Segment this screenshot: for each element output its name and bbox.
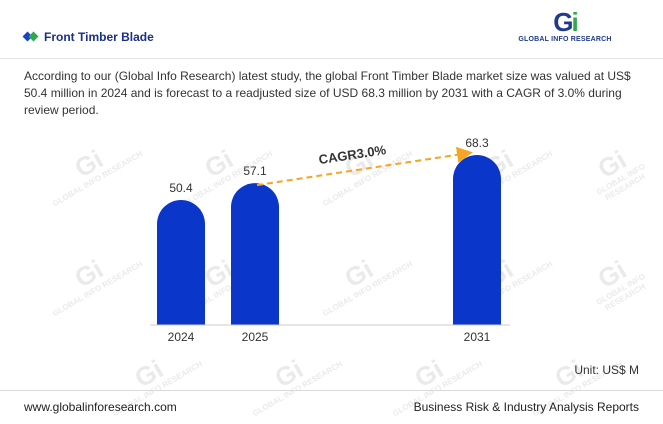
- cagr-label: CAGR3.0%: [318, 142, 388, 167]
- footer: www.globalinforesearch.com Business Risk…: [0, 390, 663, 424]
- bar-2024: [157, 200, 205, 325]
- brand-logo: Gi GLOBAL INFO RESEARCH: [515, 7, 615, 43]
- page-title: Front Timber Blade: [44, 30, 154, 44]
- unit-label: Unit: US$ M: [574, 363, 639, 377]
- footer-tagline: Business Risk & Industry Analysis Report…: [413, 400, 639, 414]
- bar-2025: [231, 183, 279, 325]
- bar-2031: [453, 155, 501, 325]
- footer-website: www.globalinforesearch.com: [24, 400, 177, 414]
- value-label-2025: 57.1: [243, 164, 267, 178]
- value-label-2024: 50.4: [169, 181, 193, 195]
- logo-mark: Gi: [553, 7, 579, 37]
- x-tick-2024: 2024: [168, 330, 195, 344]
- header: Front Timber Blade Gi GLOBAL INFO RESEAR…: [0, 0, 663, 59]
- cagr-arrow: [256, 146, 473, 187]
- value-label-2031: 68.3: [465, 136, 489, 150]
- logo-text: GLOBAL INFO RESEARCH: [518, 36, 612, 43]
- description-text: According to our (Global Info Research) …: [24, 69, 631, 117]
- x-tick-2025: 2025: [242, 330, 269, 344]
- title-row: Front Timber Blade: [22, 30, 154, 44]
- x-tick-2031: 2031: [464, 330, 491, 344]
